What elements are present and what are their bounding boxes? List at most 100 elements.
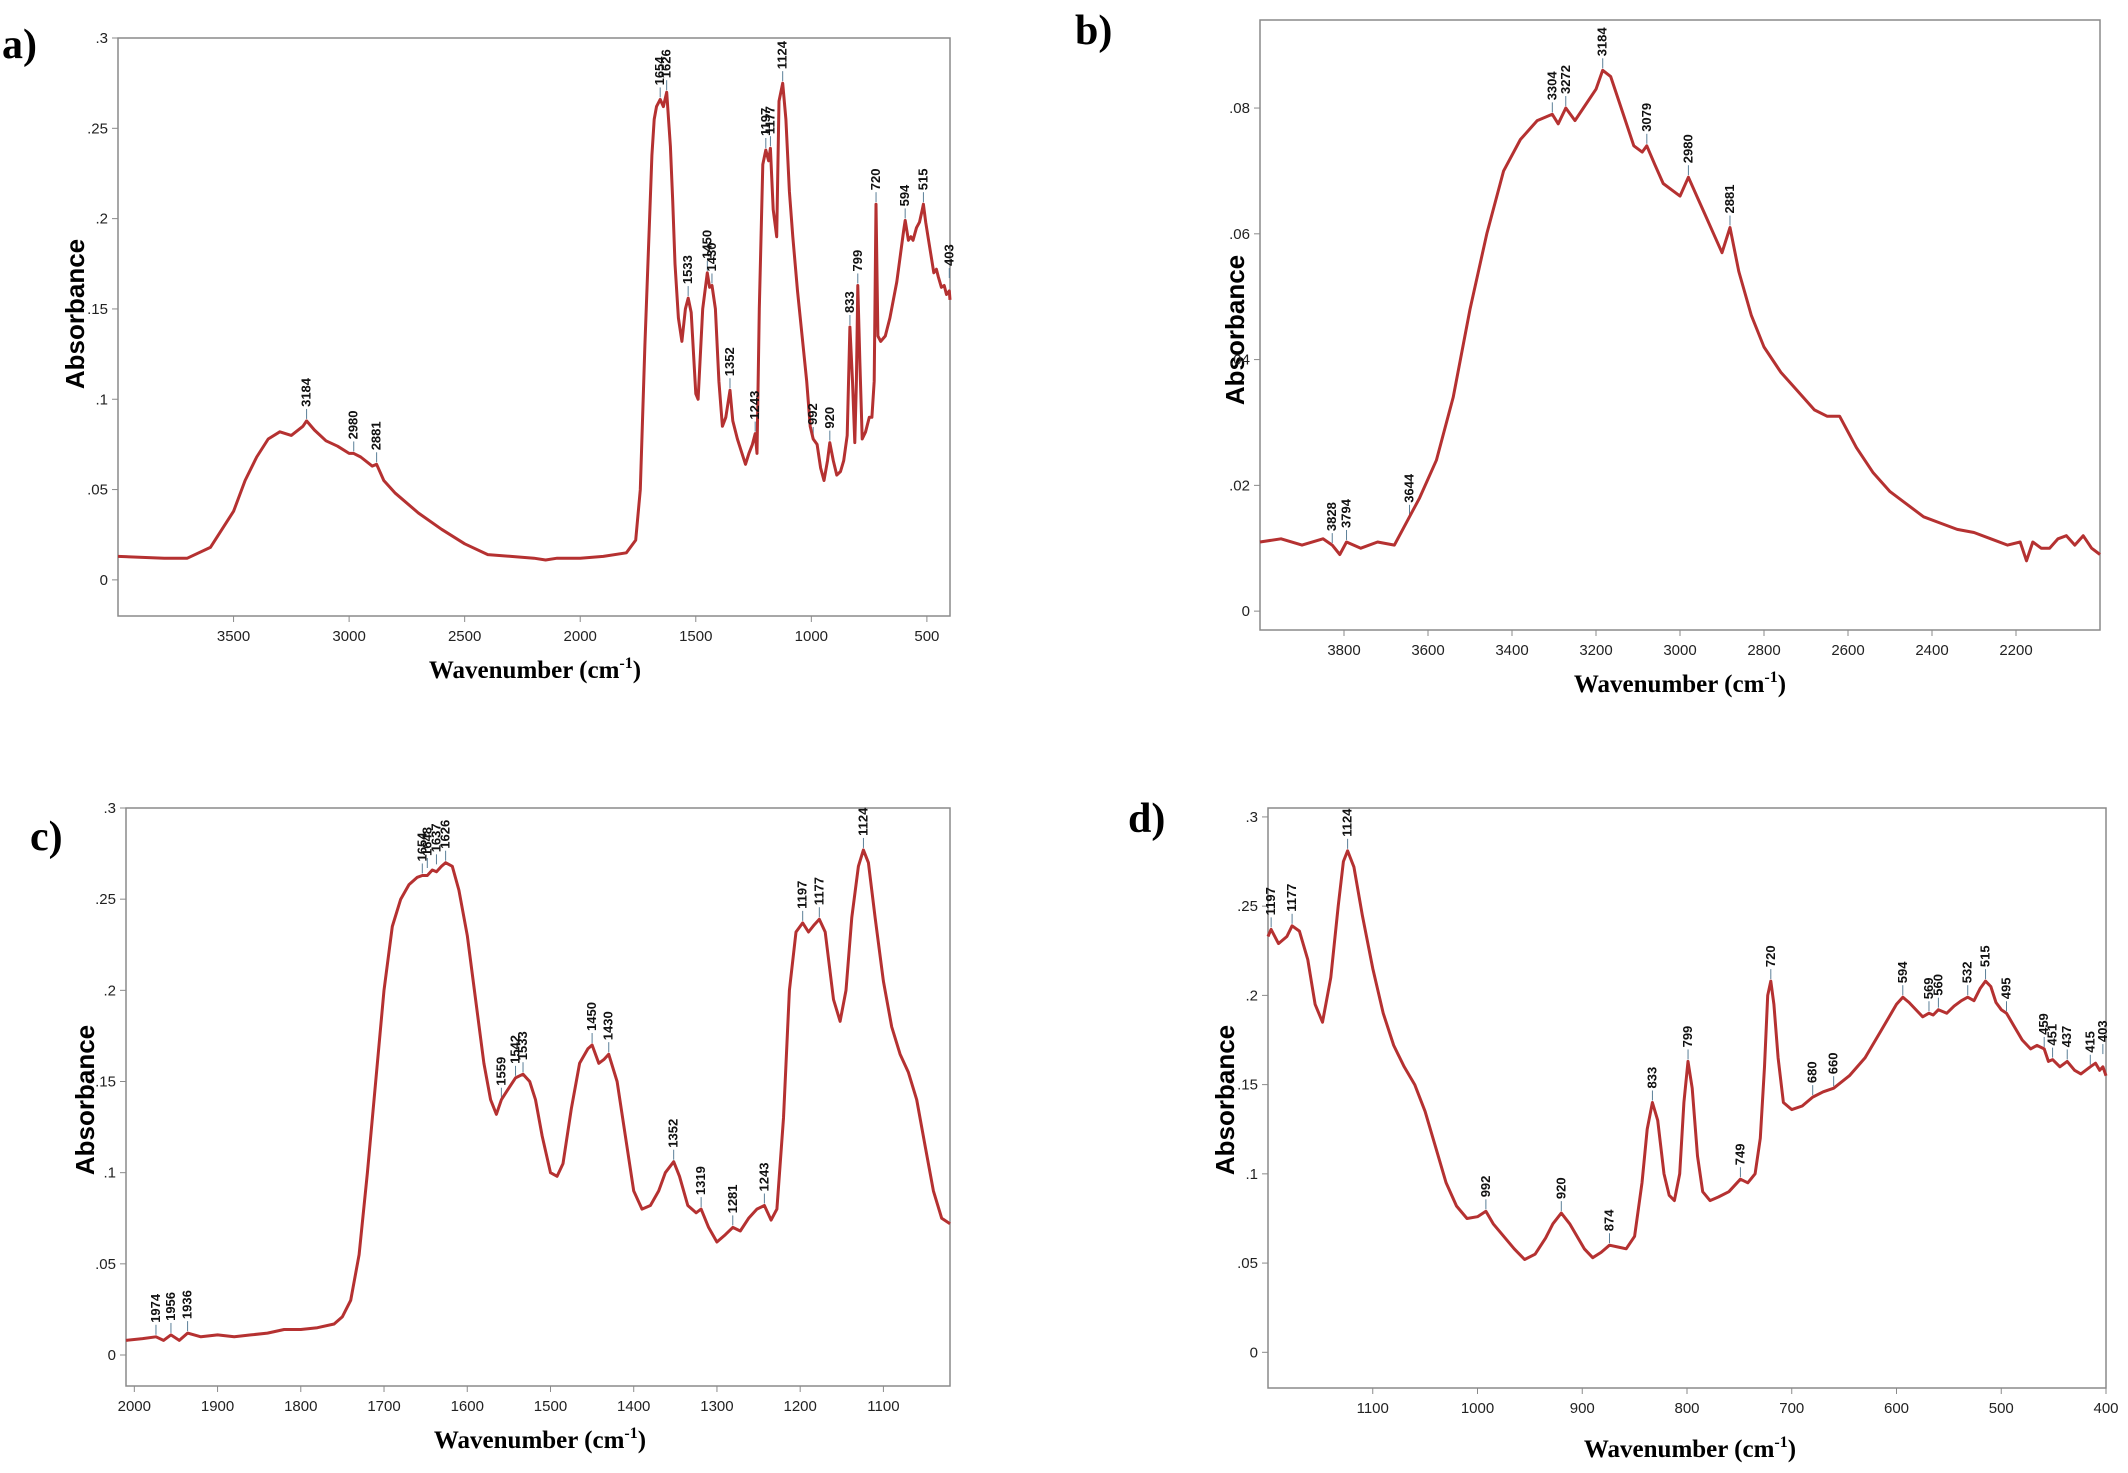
panel-d-x-tick-label: 900 bbox=[1570, 1400, 1595, 1417]
panel-b-x-tick-label: 2200 bbox=[1999, 642, 2032, 659]
panel-b-x-tick-label: 2400 bbox=[1915, 642, 1948, 659]
panel-d-x-tick-label: 400 bbox=[2093, 1400, 2118, 1417]
panel-a-peak-label: 1124 bbox=[775, 40, 790, 69]
panel-d-x-tick-label: 1000 bbox=[1461, 1400, 1494, 1417]
panel-b-peak-label: 3644 bbox=[1402, 473, 1417, 503]
panel-b-x-tick-label: 3600 bbox=[1411, 642, 1444, 659]
panel-d-peak-label: 660 bbox=[1826, 1052, 1841, 1074]
panel-a-y-tick-label: .25 bbox=[87, 120, 108, 137]
panel-c-x-tick-label: 1100 bbox=[867, 1398, 899, 1415]
panel-a-peak-label: 1243 bbox=[747, 391, 762, 420]
panel-a-x-ticks: 3500 3000 2500 2000 1500 1000 500 bbox=[217, 616, 939, 645]
panel-c-y-tick-label: .15 bbox=[95, 1074, 116, 1091]
panel-d-y-tick-label: .3 bbox=[1245, 809, 1258, 826]
panel-b-y-tick-label: 0 bbox=[1242, 603, 1250, 620]
panel-a-peak-label: 720 bbox=[868, 168, 883, 190]
panel-b-y-tick-label: .06 bbox=[1229, 226, 1250, 243]
panel-c-peak-label: 1281 bbox=[725, 1184, 740, 1213]
panel-a-peak-leaders bbox=[306, 71, 950, 463]
panel-c-x-tick-label: 1300 bbox=[700, 1398, 733, 1415]
panel-c-peak-label: 1974 bbox=[148, 1293, 163, 1323]
chart-panel-b: b) Absorbance Wavenumber (cm-1) 3800 3600… bbox=[1075, 8, 2101, 698]
panel-b-spectrum-line bbox=[1259, 68, 2101, 563]
panel-d-y-tick-label: .15 bbox=[1237, 1077, 1258, 1094]
panel-d-peak-label: 1197 bbox=[1263, 887, 1278, 915]
panel-d-peak-label: 1177 bbox=[1284, 884, 1299, 912]
panel-a-x-axis-title: Wavenumber (cm-1) bbox=[429, 655, 641, 684]
panel-a-peak-label: 594 bbox=[897, 184, 912, 206]
panel-a-peak-label: 920 bbox=[822, 407, 837, 429]
panel-b-x-ticks: 3800 3600 3400 3200 3000 2800 2600 2400 2200 bbox=[1327, 630, 2033, 659]
panel-d-peak-label: 437 bbox=[2059, 1026, 2074, 1048]
panel-a-y-ticks: 0 .05 .1 .15 .2 .25 .3 bbox=[87, 30, 118, 589]
panel-a-peak-label: 2980 bbox=[346, 410, 361, 439]
panel-d-peak-label: 992 bbox=[1478, 1176, 1493, 1198]
panel-d-y-tick-label: .1 bbox=[1245, 1166, 1258, 1183]
panel-b-x-tick-label: 3200 bbox=[1579, 642, 1612, 659]
panel-c-x-tick-label: 1700 bbox=[367, 1398, 400, 1415]
panel-c-peak-label: 1542 bbox=[508, 1035, 523, 1064]
panel-d-peak-label: 799 bbox=[1680, 1026, 1695, 1048]
panel-d-x-tick-label: 600 bbox=[1884, 1400, 1909, 1417]
panel-d-y-tick-label: 0 bbox=[1250, 1344, 1258, 1361]
panel-a-peak-label: 1352 bbox=[722, 347, 737, 376]
panel-d-peak-label: 560 bbox=[1930, 974, 1945, 996]
panel-a-y-axis-title: Absorbance bbox=[60, 239, 90, 389]
panel-a-peak-label: 799 bbox=[850, 250, 865, 272]
panel-c-x-tick-label: 1200 bbox=[783, 1398, 816, 1415]
panel-c-peak-label: 1648 bbox=[419, 827, 434, 856]
panel-c-peak-label: 1243 bbox=[756, 1163, 771, 1192]
panel-a-y-tick-label: .05 bbox=[87, 482, 108, 499]
panel-a-x-tick-label: 1500 bbox=[679, 628, 712, 645]
panel-d-y-ticks: 0 .05 .1 .15 .2 .25 .3 bbox=[1237, 809, 1268, 1361]
panel-d-x-ticks: 1100 1000 900 800 700 600 500 400 bbox=[1357, 1388, 2119, 1417]
panel-c-x-ticks: 2000 1900 1800 1700 1600 1500 1400 1300 1200 1100 bbox=[118, 1386, 900, 1415]
panel-b-x-tick-label: 3800 bbox=[1327, 642, 1360, 659]
panel-c-y-tick-label: .1 bbox=[103, 1165, 116, 1182]
panel-a-peak-label: 3184 bbox=[299, 377, 314, 407]
panel-d-y-tick-label: .2 bbox=[1245, 987, 1258, 1004]
panel-b-peak-label: 3184 bbox=[1595, 27, 1610, 57]
panel-b-peak-label: 3828 bbox=[1324, 502, 1339, 531]
panel-a-x-tick-label: 2000 bbox=[564, 628, 597, 645]
panel-d-peak-label: 594 bbox=[1895, 961, 1910, 983]
panel-a-y-tick-label: .2 bbox=[95, 211, 108, 228]
panel-c-y-ticks: 0 .05 .1 .15 .2 .25 .3 bbox=[95, 800, 126, 1364]
panel-b-y-ticks: 0 .02 .04 .06 .08 bbox=[1229, 100, 1260, 620]
panel-d-x-tick-label: 700 bbox=[1779, 1400, 1804, 1417]
panel-a-peak-label: 1626 bbox=[659, 49, 674, 78]
panel-a-peak-label: 833 bbox=[842, 291, 857, 313]
panel-d-peak-label: 720 bbox=[1763, 945, 1778, 967]
panel-d-peak-label: 451 bbox=[2045, 1024, 2060, 1046]
panel-b-peak-label: 2881 bbox=[1722, 185, 1737, 214]
panel-b-plot-frame bbox=[1259, 19, 2101, 631]
panel-a-peak-label: 992 bbox=[805, 403, 820, 425]
panel-a-peak-label: 1177 bbox=[762, 106, 777, 134]
panel-a-spectrum-line bbox=[117, 81, 952, 562]
panel-d-peak-label: 495 bbox=[1999, 977, 2014, 999]
panel-c-peak-label: 1936 bbox=[180, 1290, 195, 1319]
panel-d-x-tick-label: 500 bbox=[1989, 1400, 2014, 1417]
panel-d-peak-label: 749 bbox=[1732, 1143, 1747, 1165]
panel-d-x-tick-label: 800 bbox=[1674, 1400, 1699, 1417]
panel-a-x-tick-label: 2500 bbox=[448, 628, 481, 645]
panel-c-peak-label: 1637 bbox=[429, 823, 444, 852]
panel-a-peak-label: 1197 bbox=[758, 108, 773, 136]
panel-a-peak-label: 1430 bbox=[704, 243, 719, 272]
panel-d-letter: d) bbox=[1128, 796, 1165, 842]
panel-b-y-tick-label: .04 bbox=[1229, 352, 1250, 369]
panel-a-letter: a) bbox=[2, 22, 37, 68]
panel-b-x-tick-label: 2600 bbox=[1831, 642, 1864, 659]
panel-d-peak-label: 459 bbox=[2036, 1013, 2051, 1035]
panel-b-peak-label: 3794 bbox=[1339, 498, 1354, 528]
panel-a-y-tick-label: .15 bbox=[87, 301, 108, 318]
panel-c-y-tick-label: .05 bbox=[95, 1256, 116, 1273]
panel-a-x-tick-label: 3000 bbox=[332, 628, 365, 645]
panel-d-x-axis-title: Wavenumber (cm-1) bbox=[1584, 1434, 1796, 1463]
panel-d-plot-frame bbox=[1267, 807, 2107, 1389]
panel-c-peak-label: 1654 bbox=[414, 832, 429, 862]
panel-b-y-tick-label: .08 bbox=[1229, 100, 1250, 117]
